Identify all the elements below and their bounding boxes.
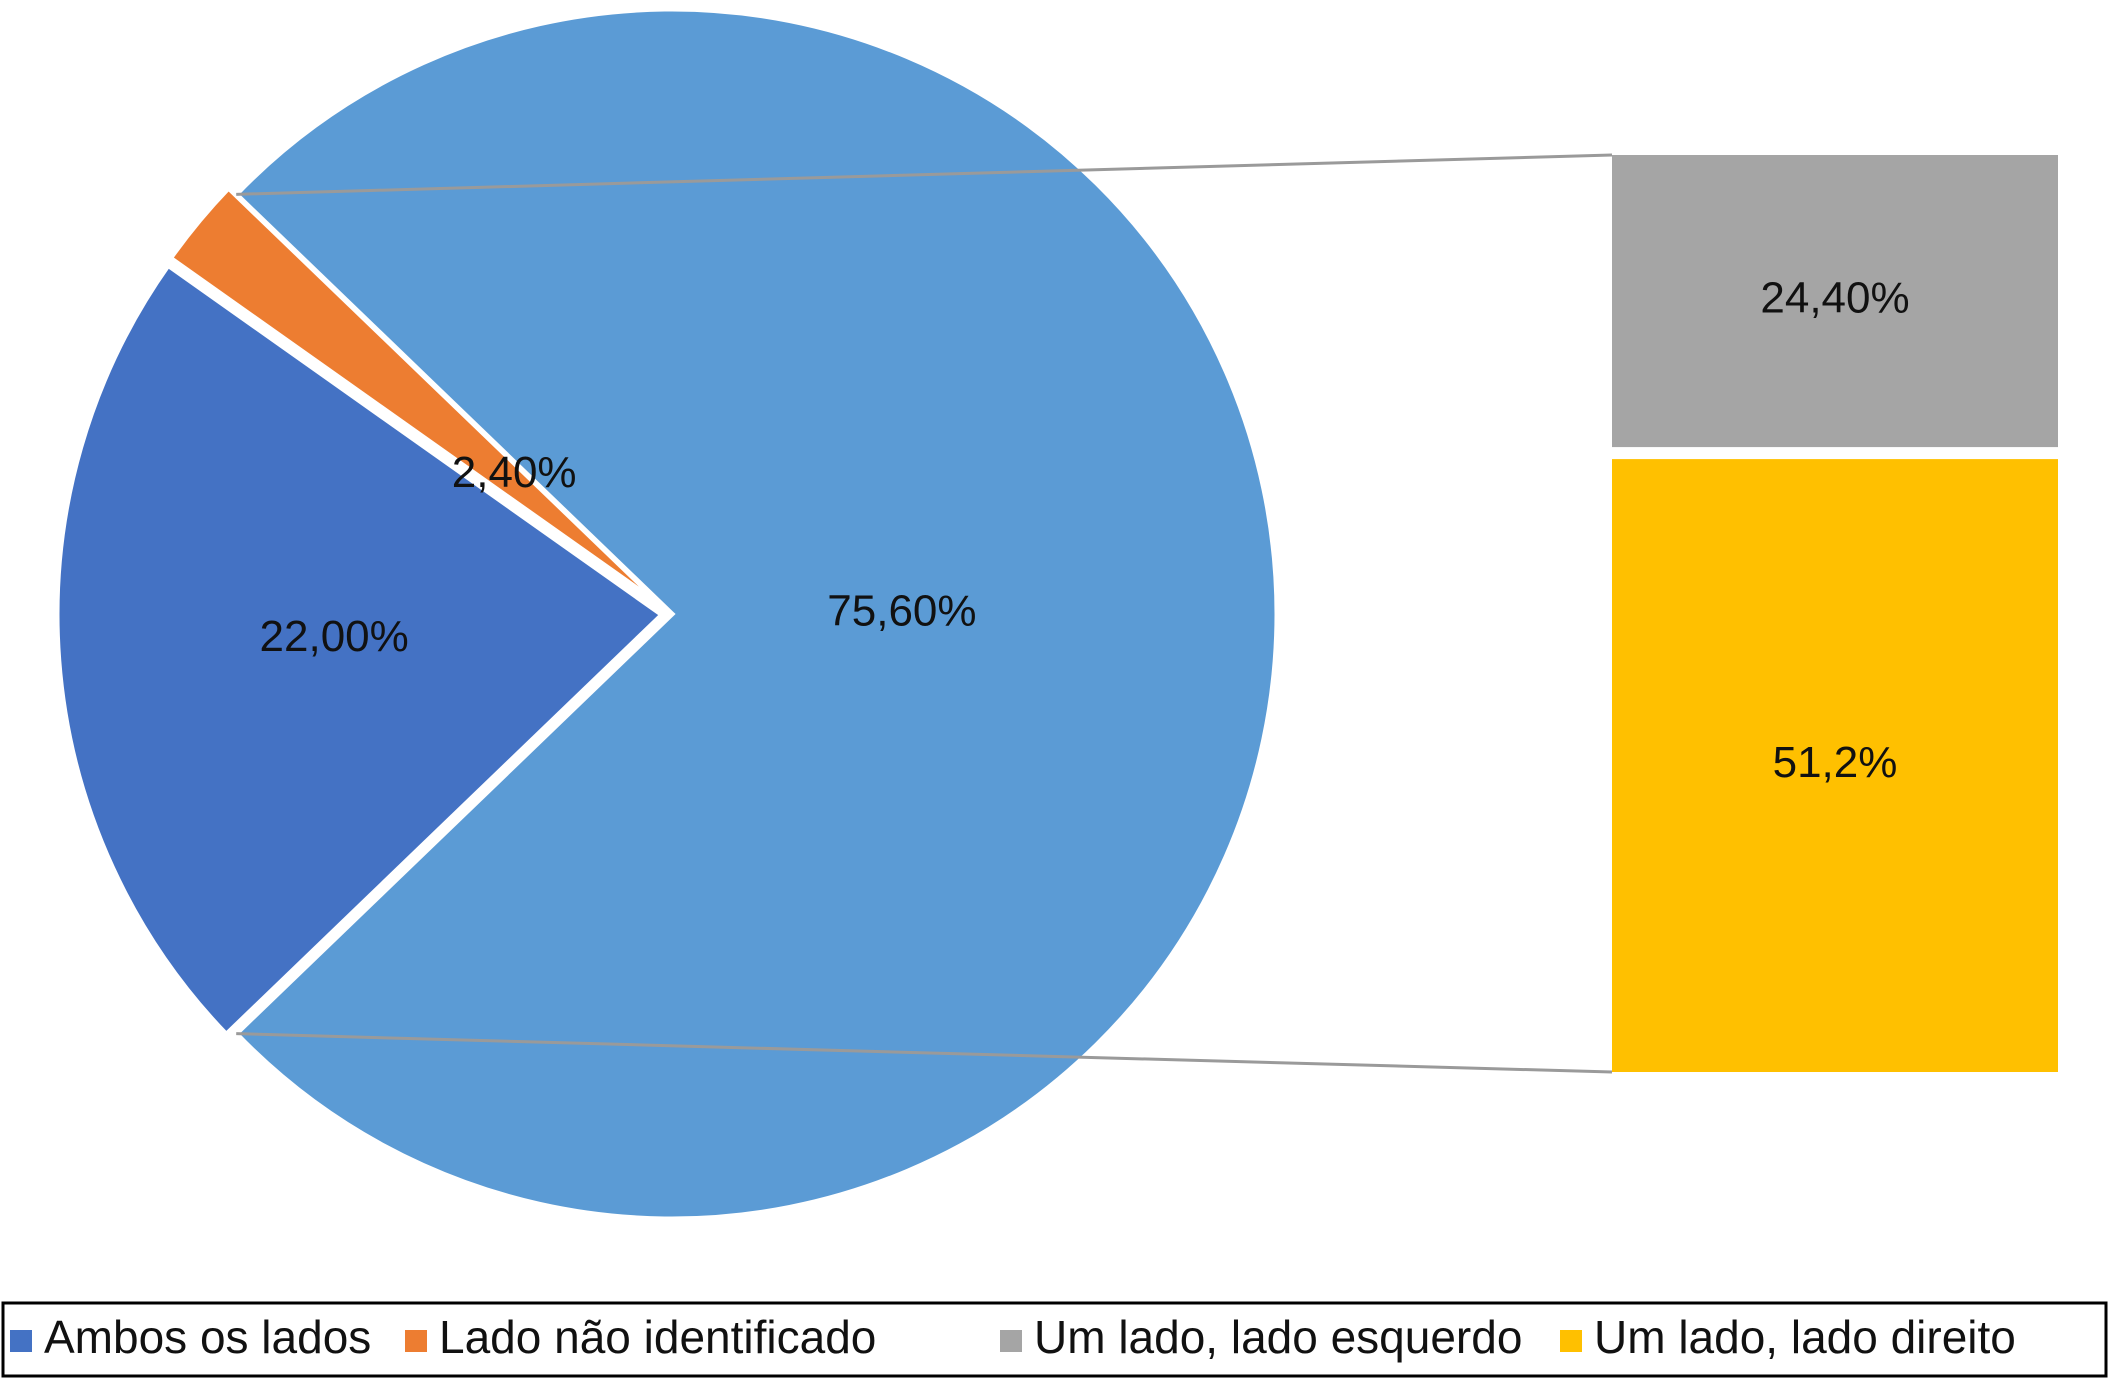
bar-segment-um-lado-lado-esquerdo bbox=[1612, 155, 2058, 448]
bar-segment-um-lado-lado-direito bbox=[1612, 459, 2058, 1072]
legend: Ambos os lados Lado não identificado Um la… bbox=[1, 1301, 2108, 1378]
legend-swatch-um-lado-lado-esquerdo bbox=[1000, 1330, 1022, 1352]
legend-label-um-lado-lado-esquerdo: Um lado, lado esquerdo bbox=[1034, 1311, 1522, 1363]
connector-line-bottom bbox=[236, 1032, 1613, 1074]
bar-label-um-lado-lado-direito: 51,2% bbox=[1773, 738, 1898, 787]
pie-slice-lado-nao-identificado bbox=[166, 184, 667, 610]
pie-label-um-lado: 75,60% bbox=[827, 587, 976, 636]
legend-label-um-lado-lado-direito: Um lado, lado direito bbox=[1594, 1311, 2016, 1363]
legend-label-ambos-os-lados: Ambos os lados bbox=[44, 1311, 371, 1363]
legend-label-lado-nao-identificado: Lado não identificado bbox=[439, 1311, 876, 1363]
pie-label-ambos-os-lados: 22,00% bbox=[260, 612, 409, 661]
stacked-bar-group: 24,40% 51,2% bbox=[1612, 155, 2058, 1072]
legend-swatch-lado-nao-identificado bbox=[405, 1330, 427, 1352]
bar-label-um-lado-lado-esquerdo: 24,40% bbox=[1760, 274, 1909, 323]
legend-border bbox=[1, 1301, 2108, 1378]
pie-slice-ambos-os-lados bbox=[54, 261, 666, 1038]
connector-lines bbox=[236, 153, 1613, 1074]
pie-label-lado-nao-identificado: 2,40% bbox=[452, 448, 577, 497]
connector-line-top bbox=[236, 153, 1613, 196]
legend-swatch-um-lado-lado-direito bbox=[1560, 1330, 1582, 1352]
pie-group: 22,00% 2,40% 75,60% bbox=[54, 6, 1280, 1222]
legend-swatch-ambos-os-lados bbox=[10, 1330, 32, 1352]
pie-slice-um-lado bbox=[232, 6, 1280, 1222]
